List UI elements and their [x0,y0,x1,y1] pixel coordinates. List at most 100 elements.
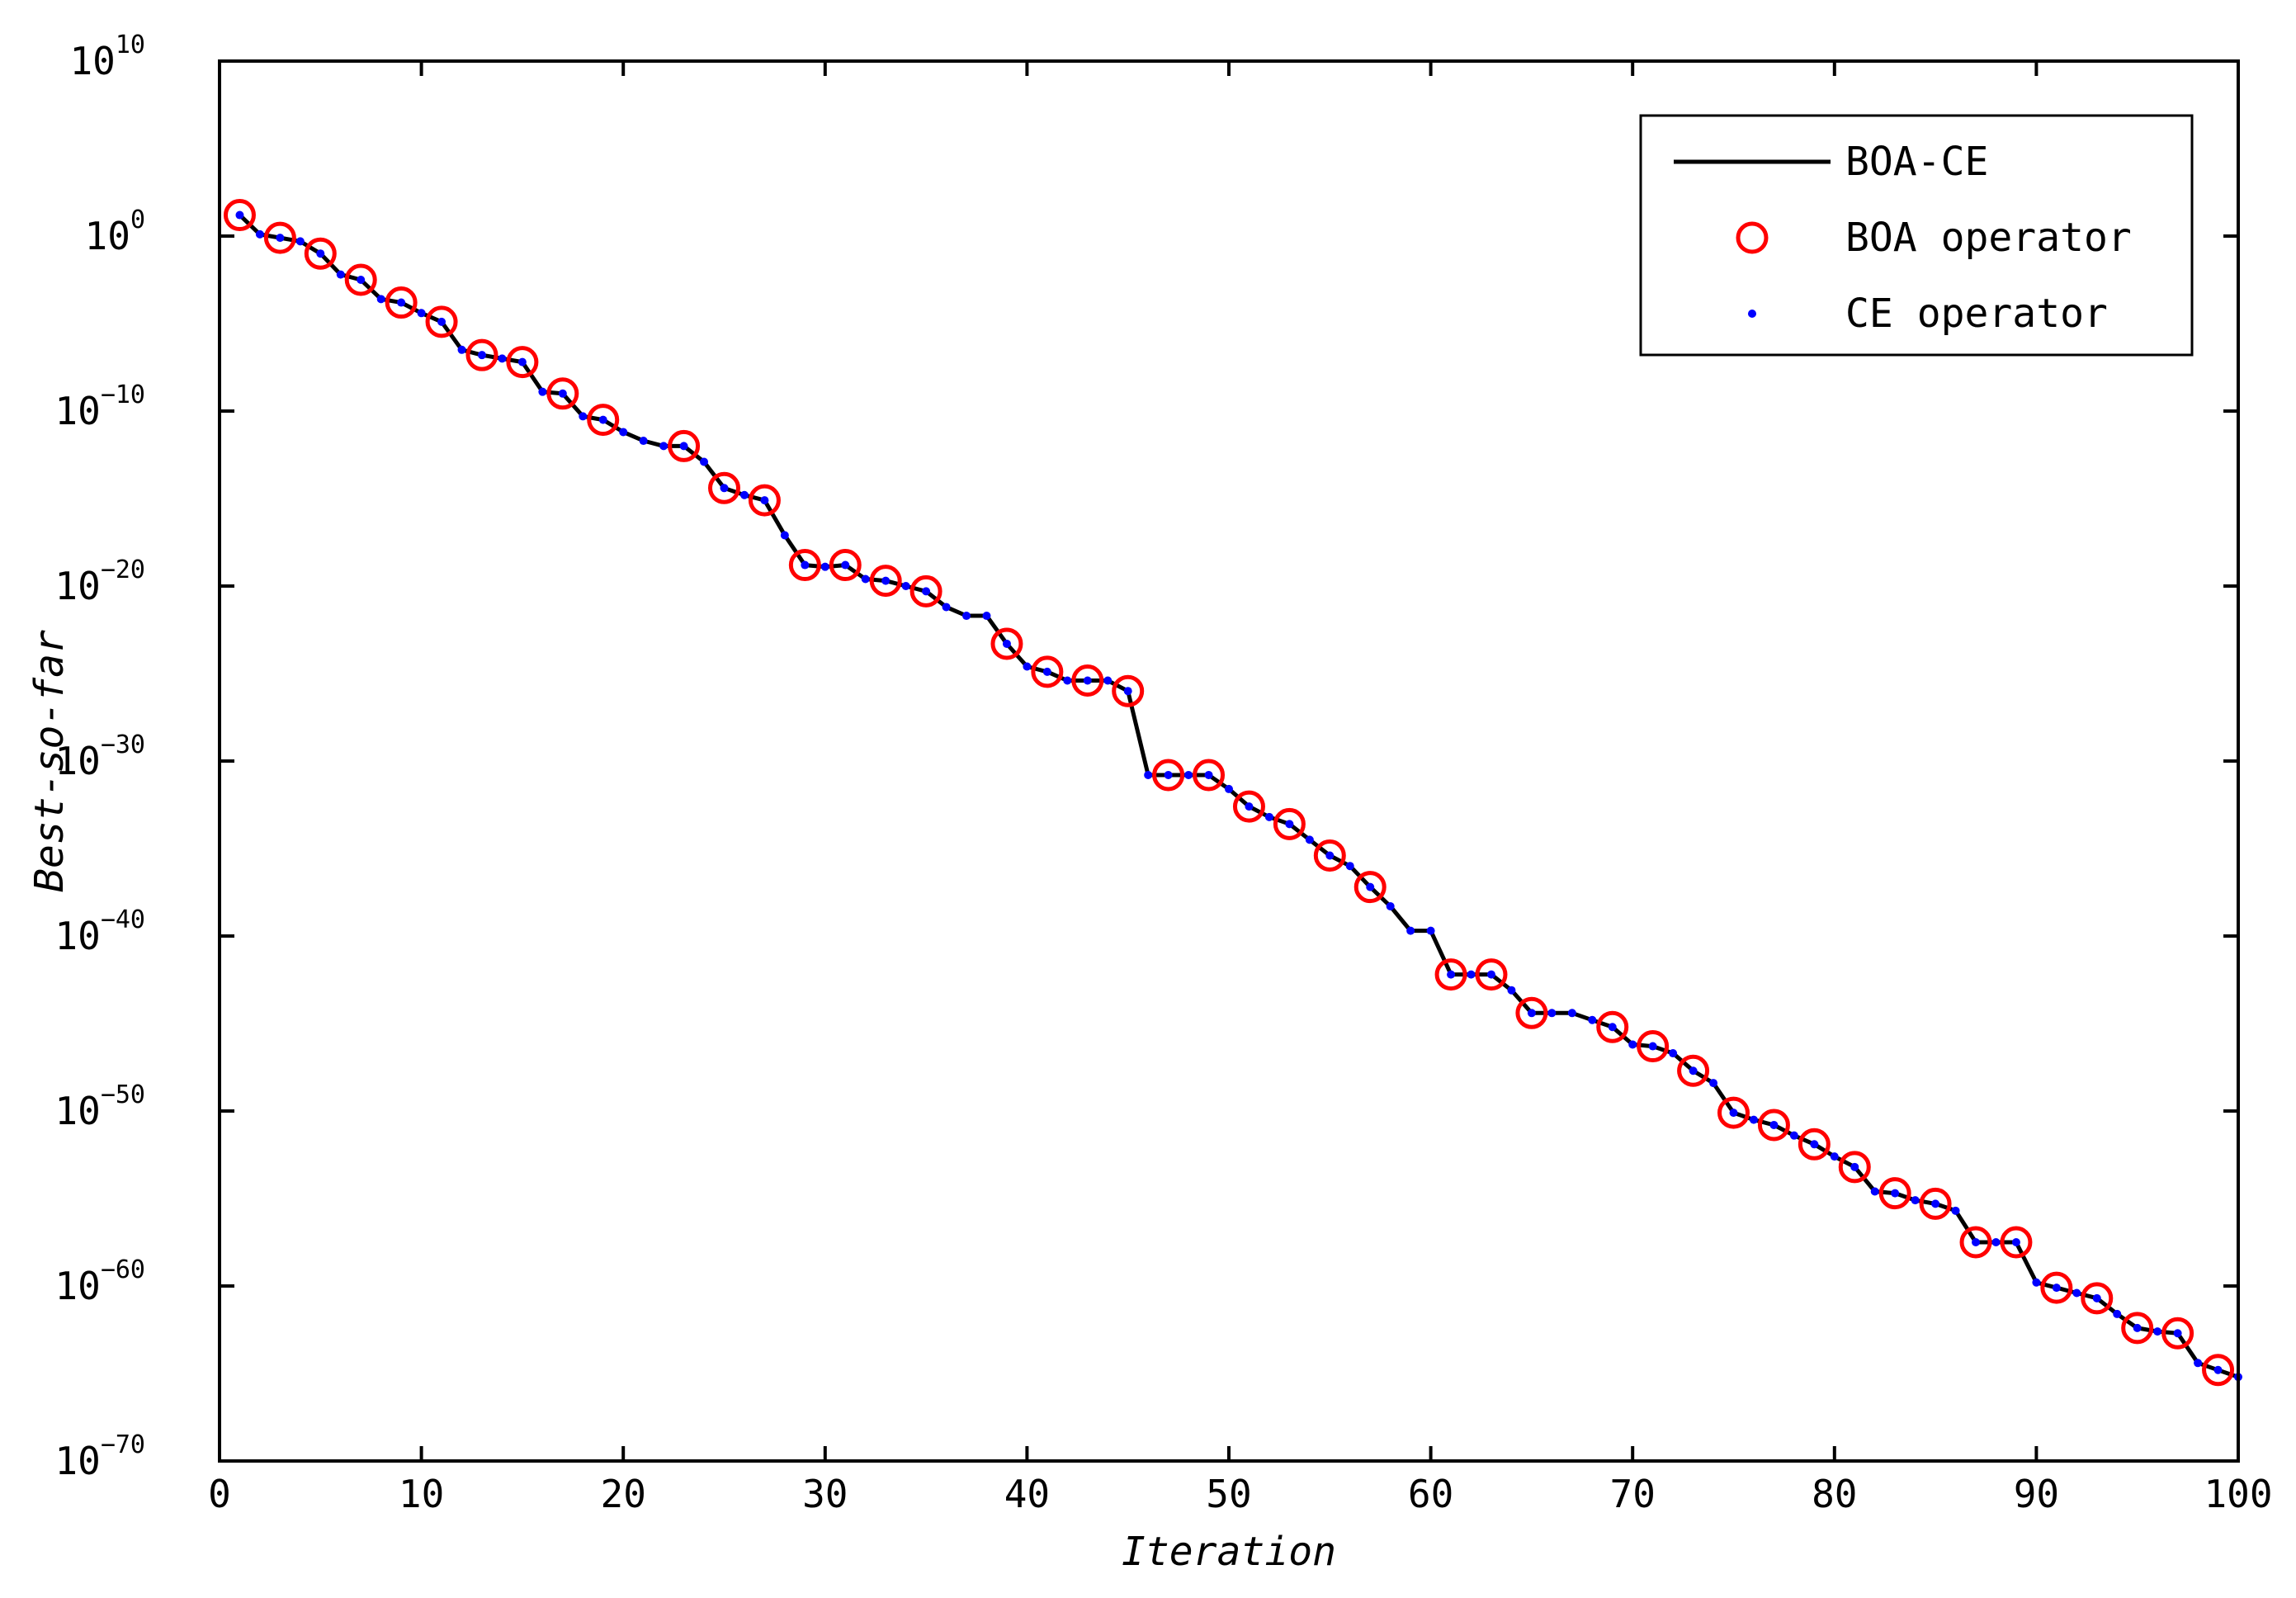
ce-operator-point [2194,1359,2203,1368]
ce-operator-point [538,387,547,396]
ce-operator-point [1991,1238,2001,1246]
boa-operator-point [708,471,740,504]
ce-operator-point [1325,851,1335,860]
ce-operator-point [276,234,285,243]
series-ce-operator [235,210,2242,1382]
ce-operator-point [2213,1365,2223,1374]
ce-operator-point [477,351,486,360]
ce-operator-point [235,210,244,220]
boa-operator-point [788,549,821,582]
ce-operator-point [2032,1278,2041,1287]
ce-operator-point [1184,770,1193,779]
x-tick-label: 60 [1408,1472,1453,1516]
ce-operator-point [1689,1066,1698,1076]
boa-operator-point [1878,1177,1911,1210]
boa-operator-point [385,286,418,319]
ce-operator-point [619,428,628,437]
boa-operator-point [1838,1151,1871,1184]
ce-operator-point [780,531,789,540]
y-tick-label: 10−40 [54,905,145,958]
ce-operator-point [1870,1187,1879,1196]
boa-operator-point [909,574,942,608]
y-tick-label: 10−20 [54,556,145,608]
boa-operator-point [1232,790,1265,823]
ce-operator-point [1709,1079,1718,1088]
plot-frame [218,59,2240,1463]
x-tick-label: 40 [1004,1472,1050,1516]
ce-operator-point [316,249,325,258]
ce-operator-point [1386,901,1395,910]
ce-operator-point [942,603,951,612]
legend: BOA-CE BOA operator CE operator [1639,114,2194,357]
boa-operator-point [425,305,458,338]
ce-operator-point [598,415,607,424]
ce-operator-point [1931,1199,1940,1208]
ce-operator-point [1648,1042,1657,1051]
ce-operator-point [357,276,366,284]
ce-operator-point [2133,1323,2142,1332]
boa-operator-point [344,263,377,296]
ce-operator-point [700,457,709,466]
ce-operator-point [1002,639,1011,648]
ce-operator-point [1042,667,1051,676]
ce-operator-point [861,574,870,584]
ce-operator-point [1467,970,1476,979]
ce-operator-point [1023,662,1032,671]
boa-operator-point [1354,871,1387,904]
x-tick-label: 100 [2204,1472,2272,1516]
boa-operator-point [263,221,296,254]
ce-operator-point [2052,1284,2061,1293]
y-tick-label: 10−50 [54,1080,145,1133]
boa-operator-point [1919,1187,1952,1220]
ce-operator-point [255,229,264,239]
x-tick-label: 20 [601,1472,646,1516]
legend-label-ce-operator: CE operator [1845,291,2108,337]
boa-operator-point [587,404,620,437]
ce-operator-point [1749,1115,1758,1124]
ce-operator-point [2153,1327,2162,1336]
ce-operator-point [295,237,305,246]
ce-operator-point [1810,1140,1819,1149]
y-tick-label: 10−10 [54,381,145,433]
y-tick-label: 10−60 [54,1255,145,1308]
ce-operator-point [1789,1131,1798,1140]
boa-operator-point [304,237,337,270]
ce-operator-point [1225,784,1233,793]
ce-operator-point [1366,882,1375,891]
boa-operator-point [506,346,539,379]
ce-operator-point [962,612,971,621]
legend-dot-swatch [1748,310,1756,318]
ce-operator-point [881,576,891,585]
ce-operator-point [558,389,567,398]
ce-operator-point [1406,926,1415,935]
y-tick-label: 10−30 [54,730,145,783]
ce-operator-point [820,562,829,571]
ce-operator-point [437,317,446,326]
ce-operator-point [841,560,850,570]
boa-operator-point [2000,1226,2033,1259]
ce-operator-point [1567,1009,1576,1018]
ce-operator-point [639,437,648,446]
boa-operator-point [1152,759,1185,792]
ce-operator-point [1264,812,1273,821]
y-tick-labels: 1010 100 10−10 10−20 10−30 10−40 10−50 10−60 10−… [54,31,145,1483]
boa-operator-point [546,377,579,410]
boa-operator-point [223,199,256,232]
x-tick-label: 70 [1610,1472,1656,1516]
boa-operator-point [829,549,862,582]
legend-circle-swatch [1736,221,1769,254]
ce-operator-point [1769,1120,1779,1129]
x-tick-label: 0 [208,1472,231,1516]
legend-box [1639,114,2194,357]
boa-operator-point [1193,759,1226,792]
x-axis-title: Iteration [1122,1529,1336,1575]
boa-operator-point [1313,839,1346,872]
ce-operator-point [2092,1293,2101,1303]
boa-operator-point [2121,1312,2154,1345]
ce-operator-point [1426,926,1435,935]
boa-operator-point [1959,1226,1992,1259]
ce-operator-point [922,587,931,596]
ce-operator-point [659,442,668,451]
boa-operator-point [1031,655,1064,688]
ce-operator-point [1547,1009,1557,1018]
